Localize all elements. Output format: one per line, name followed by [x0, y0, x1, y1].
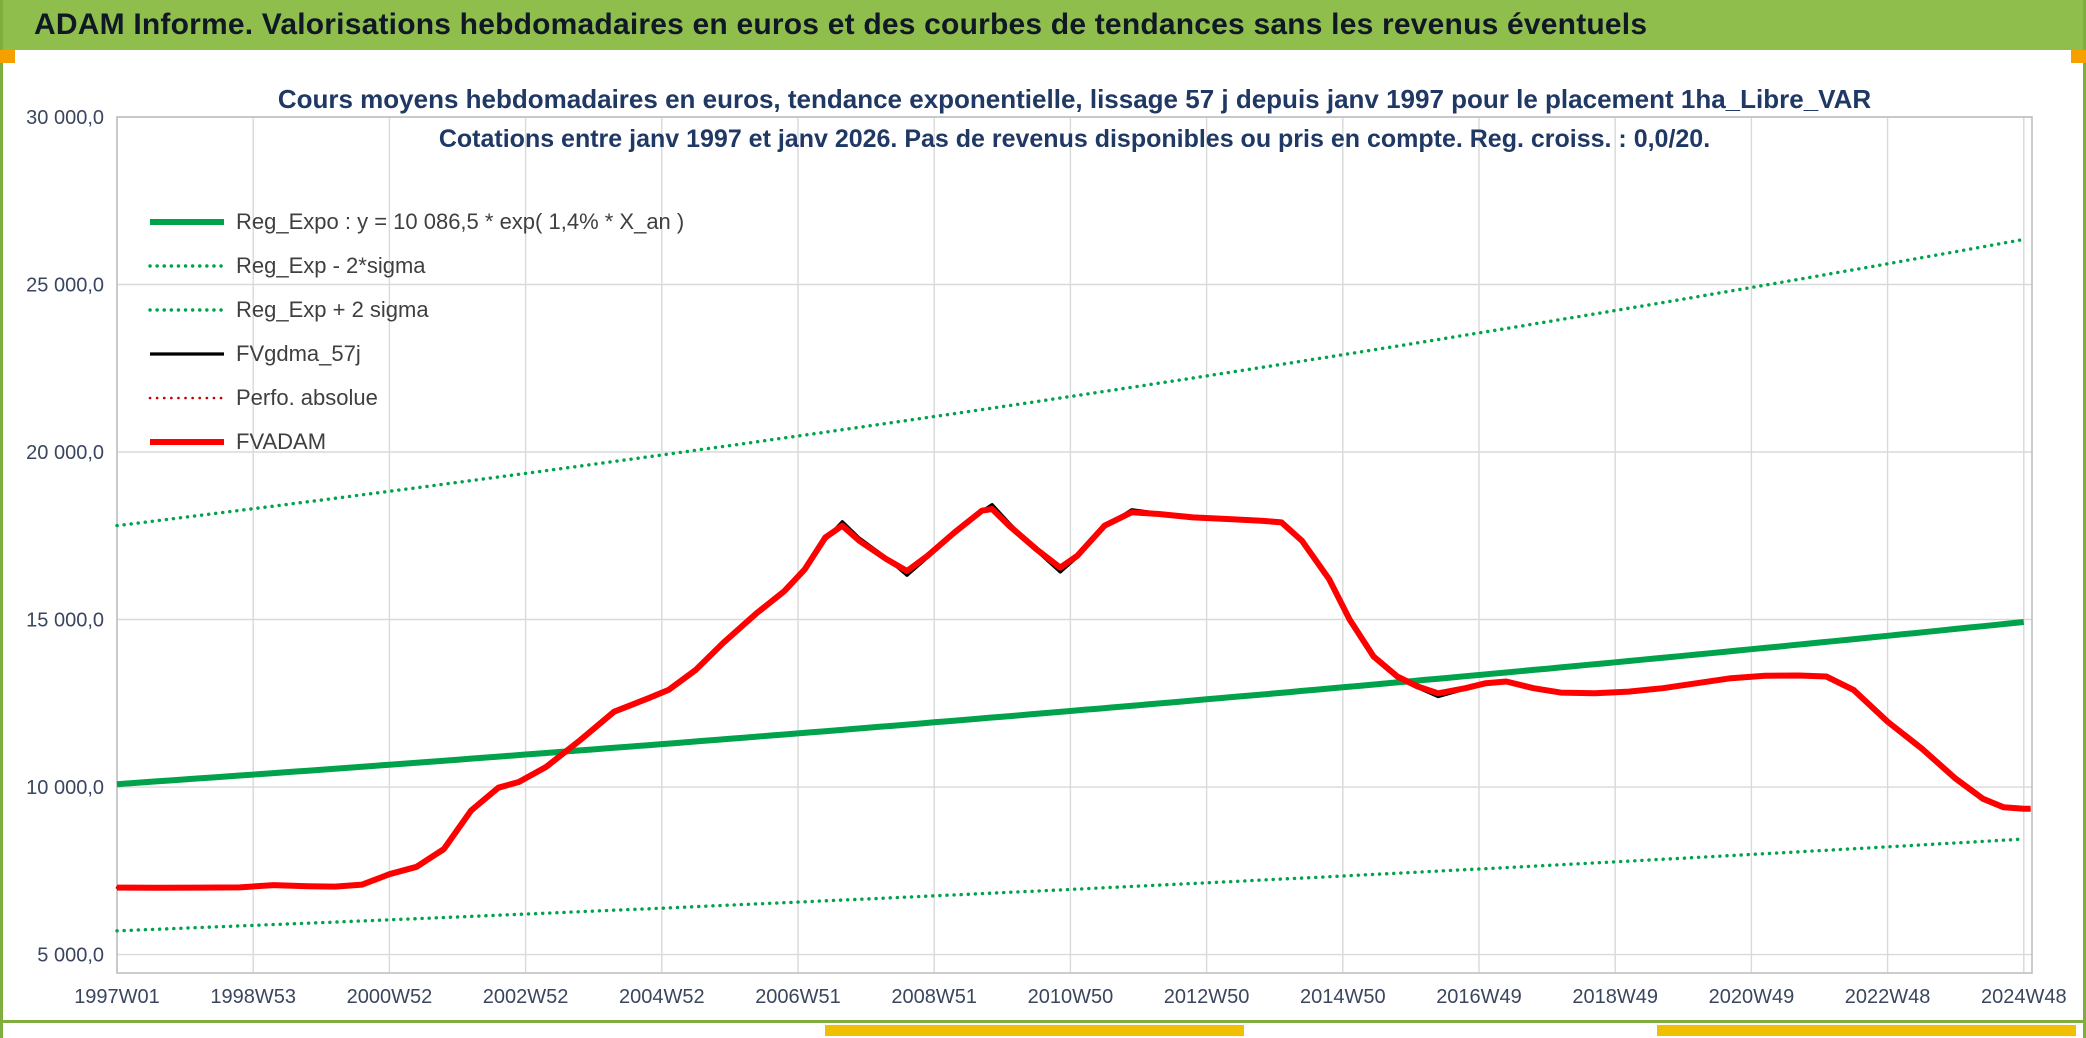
x-axis-label: 2010W50	[1028, 986, 1114, 1008]
bottom-strip	[0, 1023, 2086, 1038]
x-axis-label: 1998W53	[210, 986, 296, 1008]
y-axis-label: 25 000,0	[26, 275, 104, 297]
series-plus2	[115, 237, 2026, 528]
sheet-tab-marker-right[interactable]	[1657, 1025, 2076, 1036]
x-axis-label: 2018W49	[1572, 986, 1658, 1008]
x-axis-label: 2006W51	[755, 986, 841, 1008]
chart-title-line2: Cotations entre janv 1997 et janv 2026. …	[438, 125, 1711, 153]
legend-item-reg: Reg_Expo : y = 10 086,5 * exp( 1,4% * X_…	[148, 200, 684, 244]
chart-title: Cours moyens hebdomadaires en euros, ten…	[117, 84, 2032, 154]
legend-line-sample-fvadam	[150, 439, 224, 445]
x-axis-label: 2000W52	[347, 986, 433, 1008]
plot-border	[116, 116, 2033, 974]
legend-line-sample-minus2	[148, 264, 226, 268]
y-axis-label: 20 000,0	[26, 442, 104, 464]
legend-line-sample-perfo	[148, 396, 226, 400]
x-axis-label: 2014W50	[1300, 986, 1386, 1008]
legend-label-fvgdma: FVgdma_57j	[236, 341, 361, 366]
series-perfo	[115, 507, 2032, 890]
legend-label-minus2: Reg_Exp - 2*sigma	[236, 253, 426, 278]
x-axis-label: 1997W01	[74, 986, 160, 1008]
x-axis-label: 2004W52	[619, 986, 705, 1008]
series-reg	[116, 619, 2025, 788]
bottom-border-line	[0, 1020, 2086, 1023]
y-axis-label: 30 000,0	[26, 107, 104, 129]
legend-item-minus2: Reg_Exp - 2*sigma	[148, 244, 684, 288]
left-border	[0, 0, 3, 1038]
series-fvgdma	[117, 503, 2031, 890]
legend-item-perfo: Perfo. absolue	[148, 376, 684, 420]
legend-label-fvadam: FVADAM	[236, 429, 327, 454]
legend-item-fvadam: FVADAM	[148, 420, 684, 464]
selection-handle-left[interactable]	[0, 50, 15, 63]
y-axis-label: 15 000,0	[26, 610, 104, 632]
selection-handle-right[interactable]	[2071, 50, 2086, 63]
legend-item-fvgdma: FVgdma_57j	[148, 332, 684, 376]
legend-label-perfo: Perfo. absolue	[236, 385, 378, 410]
right-border	[2083, 0, 2086, 1038]
legend-line-sample-plus2	[148, 308, 226, 312]
legend-label-reg: Reg_Expo : y = 10 086,5 * exp( 1,4% * X_…	[236, 209, 685, 234]
x-axis-label: 2016W49	[1436, 986, 1522, 1008]
legend-line-sample-fvgdma	[150, 352, 224, 356]
series-minus2	[115, 837, 2026, 933]
x-axis-label: 2022W48	[1845, 986, 1931, 1008]
legend-line-sample-reg	[150, 219, 224, 225]
y-axis-label: 10 000,0	[26, 777, 104, 799]
x-axis-label: 2008W51	[891, 986, 977, 1008]
chart-title-line1: Cours moyens hebdomadaires en euros, ten…	[277, 84, 1872, 114]
x-axis-label: 2012W50	[1164, 986, 1250, 1008]
series-fvadam	[116, 506, 2031, 891]
report-header: ADAM Informe. Valorisations hebdomadaire…	[0, 0, 2086, 50]
legend-label-plus2: Reg_Exp + 2 sigma	[236, 297, 429, 322]
report-title: ADAM Informe. Valorisations hebdomadaire…	[34, 8, 1648, 41]
x-axis-label: 2024W48	[1981, 986, 2067, 1008]
chart-legend: Reg_Expo : y = 10 086,5 * exp( 1,4% * X_…	[148, 200, 684, 464]
x-axis-label: 2020W49	[1709, 986, 1795, 1008]
x-axis-label: 2002W52	[483, 986, 569, 1008]
y-axis-label: 5 000,0	[37, 945, 104, 967]
sheet-tab-marker-center[interactable]	[825, 1025, 1244, 1036]
legend-item-plus2: Reg_Exp + 2 sigma	[148, 288, 684, 332]
